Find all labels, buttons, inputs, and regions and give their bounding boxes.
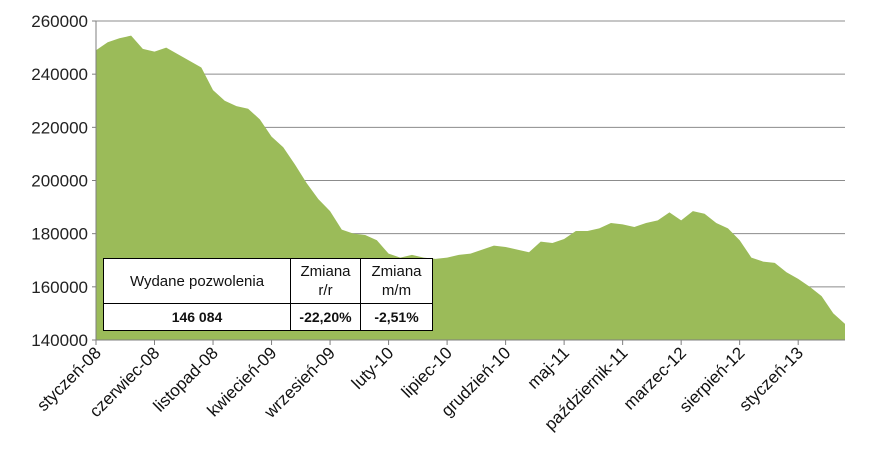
header-change-yoy: Zmiana r/r (290, 258, 361, 304)
stats-table-value-row: 146 084 -22,20% -2,51% (103, 303, 433, 331)
x-tick-label: luty-10 (348, 343, 398, 393)
value-change-yoy: -22,20% (290, 303, 361, 331)
header-change-mom: Zmiana m/m (360, 258, 433, 304)
header-issued-permits: Wydane pozwolenia (103, 258, 291, 304)
y-tick-label: 180000 (31, 225, 88, 244)
header-change-yoy-line2: r/r (318, 282, 333, 299)
x-tick-label: styczeń-13 (735, 343, 807, 415)
y-tick-label: 140000 (31, 331, 88, 350)
header-change-yoy-line1: Zmiana (300, 263, 351, 280)
header-change-mom-line2: m/m (381, 282, 412, 299)
y-tick-label: 220000 (31, 118, 88, 137)
x-axis-ticks: styczeń-08czerwiec-08listopad-08kwiecień… (33, 340, 807, 434)
y-tick-label: 240000 (31, 65, 88, 84)
y-tick-label: 200000 (31, 172, 88, 191)
y-tick-label: 160000 (31, 278, 88, 297)
x-tick-label: maj-11 (524, 343, 573, 392)
value-issued-permits: 146 084 (103, 303, 291, 331)
value-change-mom: -2,51% (360, 303, 433, 331)
header-issued-permits-label: Wydane pozwolenia (129, 272, 265, 290)
x-tick-label: lipiec-10 (398, 343, 456, 401)
stats-table: Wydane pozwolenia Zmiana r/r Zmiana m/m 14… (103, 258, 433, 331)
header-change-mom-line1: Zmiana (371, 263, 422, 280)
y-tick-label: 260000 (31, 12, 88, 31)
y-axis-ticks: 140000 160000 180000 200000 220000 240000 2600… (31, 12, 96, 350)
stats-table-header-row: Wydane pozwolenia Zmiana r/r Zmiana m/m (103, 258, 433, 304)
